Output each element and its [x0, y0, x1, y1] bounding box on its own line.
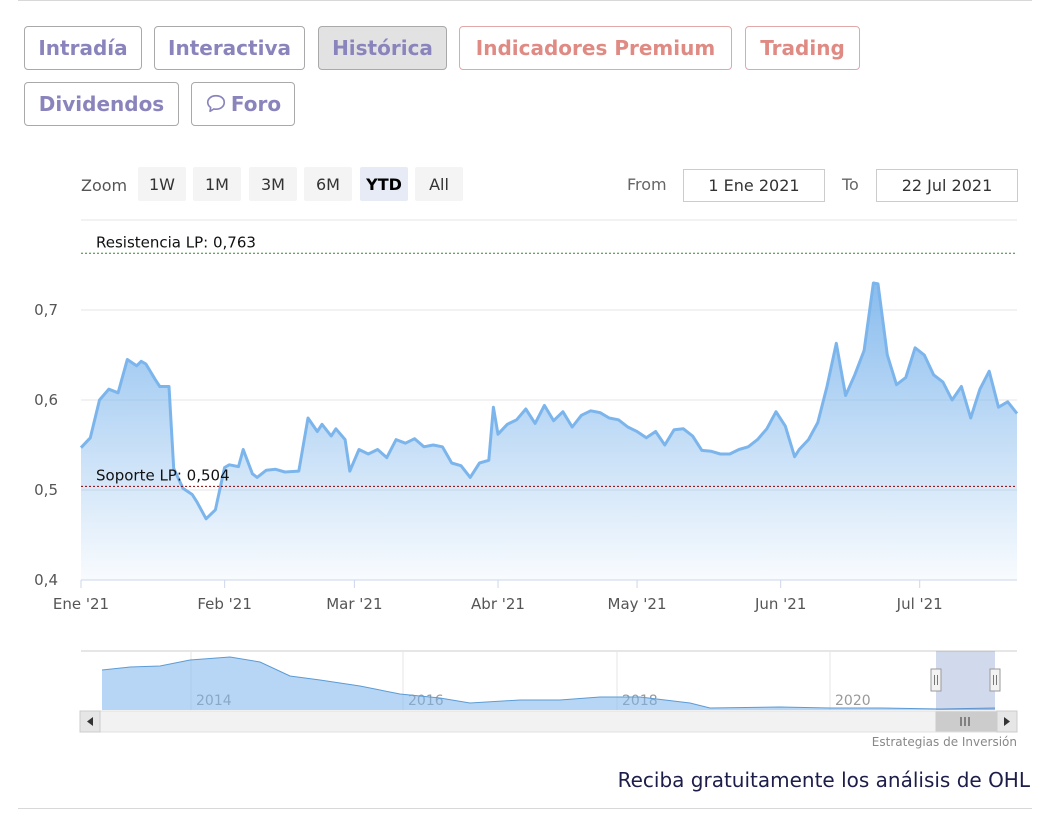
- tab-indicadores-premium[interactable]: Indicadores Premium: [459, 26, 732, 70]
- chart-credit[interactable]: Estrategias de Inversión: [871, 735, 1017, 749]
- handle-body: [930, 668, 942, 692]
- x-tick-label: Jul '21: [896, 595, 943, 613]
- navigator-year-label: 2020: [835, 693, 871, 709]
- navigator[interactable]: 2014201620182020: [79, 650, 1018, 733]
- to-date-input[interactable]: 22 Jul 2021: [876, 169, 1018, 202]
- zoom-3m-button[interactable]: 3M: [249, 167, 297, 201]
- tab-label: Indicadores Premium: [475, 36, 716, 60]
- x-tick-label: May '21: [608, 595, 667, 613]
- from-label: From: [627, 175, 667, 194]
- zoom-label: Zoom: [81, 176, 128, 195]
- to-label: To: [842, 175, 859, 194]
- navigator-selection: [936, 651, 995, 710]
- navigator-line: [101, 656, 996, 710]
- tab-trading[interactable]: Trading: [745, 26, 860, 70]
- tab-label: Trading: [760, 36, 845, 60]
- zoom-6m-button[interactable]: 6M: [304, 167, 352, 201]
- speech-bubble-icon: [206, 94, 225, 113]
- x-axis: Ene '21 Feb '21 Mar '21 Abr '21 May '21 Jun '…: [53, 579, 1017, 613]
- zoom-all-button[interactable]: All: [415, 167, 463, 201]
- scrollbar-thumb[interactable]: [935, 711, 997, 732]
- y-tick-label: 0,4: [34, 571, 58, 589]
- scrollbar-track: [79, 710, 1018, 733]
- tab-foro[interactable]: Foro: [191, 82, 295, 126]
- tab-label: Histórica: [332, 36, 433, 60]
- price-area: [81, 283, 1017, 580]
- price-line: [79, 281, 1019, 521]
- tab-historica[interactable]: Histórica: [318, 26, 447, 70]
- y-tick-label: 0,5: [34, 481, 58, 499]
- navigator-area: [102, 657, 995, 710]
- tab-label: Intradía: [38, 36, 128, 60]
- area-fill: [79, 281, 1019, 580]
- handle-body: [989, 668, 1001, 692]
- x-tick-label: Jun '21: [754, 595, 806, 613]
- y-axis: 0,4 0,5 0,6 0,7: [34, 301, 58, 589]
- plot-lines: Resistencia LP: 0,763 Soporte LP: 0,504: [81, 233, 1017, 487]
- navigator-right-handle[interactable]: [989, 668, 1001, 692]
- zoom-1m-button[interactable]: 1M: [193, 167, 241, 201]
- x-tick-label: Feb '21: [197, 595, 252, 613]
- support-label: Soporte LP: 0,504: [96, 466, 230, 484]
- resistance-label: Resistencia LP: 0,763: [96, 233, 256, 251]
- x-tick-label: Mar '21: [326, 595, 382, 613]
- zoom-ytd-button[interactable]: YTD: [360, 167, 408, 201]
- y-tick-label: 0,6: [34, 391, 58, 409]
- tab-label: Foro: [230, 92, 282, 116]
- arrow-left-icon: [87, 717, 93, 726]
- tab-label: Dividendos: [38, 92, 165, 116]
- tab-label: Interactiva: [168, 36, 291, 60]
- from-date-input[interactable]: 1 Ene 2021: [683, 169, 825, 202]
- tab-dividendos[interactable]: Dividendos: [24, 82, 179, 126]
- arrow-right-icon: [1004, 717, 1010, 726]
- y-tick-label: 0,7: [34, 301, 58, 319]
- navigator-left-handle[interactable]: [930, 668, 942, 692]
- bottom-divider: [18, 808, 1032, 809]
- zoom-1w-button[interactable]: 1W: [138, 167, 186, 201]
- x-tick-label: Ene '21: [53, 595, 109, 613]
- free-analysis-link[interactable]: Reciba gratuitamente los análisis de OHL: [617, 768, 1030, 792]
- top-divider: [18, 0, 1032, 1]
- tab-intradia[interactable]: Intradía: [24, 26, 142, 70]
- tab-interactiva[interactable]: Interactiva: [154, 26, 305, 70]
- x-tick-label: Abr '21: [471, 595, 525, 613]
